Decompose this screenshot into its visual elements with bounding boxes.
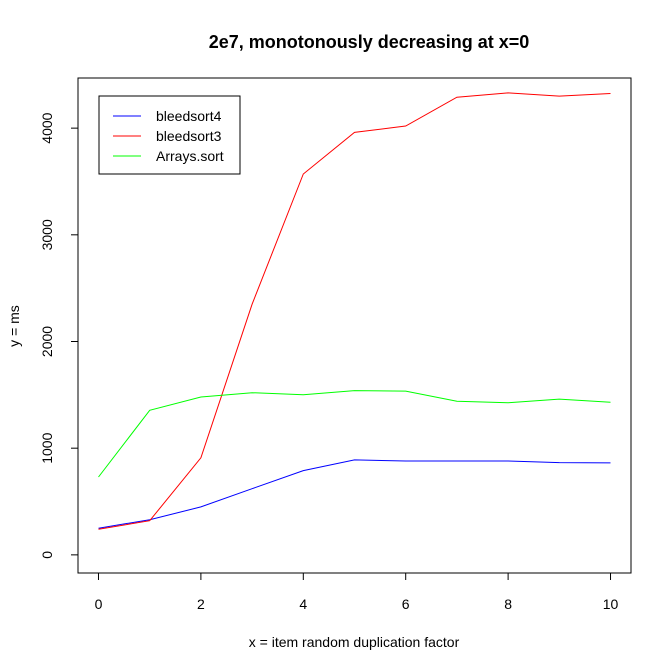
chart-title: 2e7, monotonously decreasing at x=0 [209,32,530,52]
y-axis: 0 1000 2000 3000 4000 [39,112,79,559]
x-tick-label: 10 [603,596,619,612]
x-tick-label: 2 [197,596,205,612]
legend-label: bleedsort3 [156,128,222,144]
y-tick-label: 1000 [39,432,55,463]
x-tick-label: 4 [299,596,307,612]
series-line-bleedsort3 [98,92,611,530]
series-line-bleedsort4 [98,459,611,529]
y-tick-label: 0 [39,551,55,559]
x-tick-label: 6 [402,596,410,612]
y-tick-label: 3000 [39,219,55,250]
x-tick-label: 0 [95,596,103,612]
series-lines [98,92,611,530]
legend-label: bleedsort4 [156,108,222,124]
y-tick-label: 2000 [39,326,55,357]
y-axis-label: y = ms [6,305,22,347]
x-tick-label: 8 [504,596,512,612]
legend-label: Arrays.sort [156,148,224,164]
x-axis: 0 2 4 6 8 10 [95,572,619,612]
series-line-arrays-sort [98,390,611,478]
x-axis-label: x = item random duplication factor [249,634,460,650]
legend: bleedsort4 bleedsort3 Arrays.sort [98,95,241,175]
legend-box [98,95,241,175]
y-tick-label: 4000 [39,112,55,143]
